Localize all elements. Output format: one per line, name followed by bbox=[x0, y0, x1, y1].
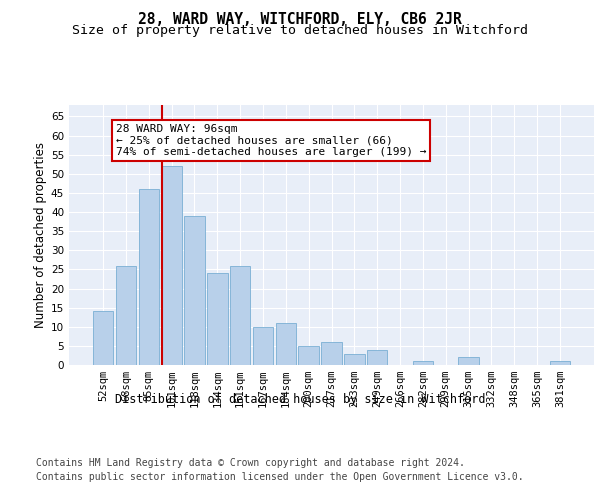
Text: Contains public sector information licensed under the Open Government Licence v3: Contains public sector information licen… bbox=[36, 472, 524, 482]
Bar bbox=[93, 312, 113, 365]
Bar bbox=[413, 361, 433, 365]
Bar bbox=[161, 166, 182, 365]
Bar bbox=[550, 361, 570, 365]
Text: Distribution of detached houses by size in Witchford: Distribution of detached houses by size … bbox=[115, 392, 485, 406]
Y-axis label: Number of detached properties: Number of detached properties bbox=[34, 142, 47, 328]
Bar bbox=[298, 346, 319, 365]
Text: 28 WARD WAY: 96sqm
← 25% of detached houses are smaller (66)
74% of semi-detache: 28 WARD WAY: 96sqm ← 25% of detached hou… bbox=[116, 124, 426, 158]
Bar bbox=[207, 273, 227, 365]
Bar bbox=[230, 266, 250, 365]
Bar bbox=[253, 327, 273, 365]
Bar bbox=[367, 350, 388, 365]
Bar bbox=[116, 266, 136, 365]
Bar bbox=[321, 342, 342, 365]
Text: 28, WARD WAY, WITCHFORD, ELY, CB6 2JR: 28, WARD WAY, WITCHFORD, ELY, CB6 2JR bbox=[138, 12, 462, 28]
Bar bbox=[344, 354, 365, 365]
Bar bbox=[184, 216, 205, 365]
Bar bbox=[139, 189, 159, 365]
Text: Size of property relative to detached houses in Witchford: Size of property relative to detached ho… bbox=[72, 24, 528, 37]
Bar bbox=[458, 358, 479, 365]
Bar bbox=[275, 323, 296, 365]
Text: Contains HM Land Registry data © Crown copyright and database right 2024.: Contains HM Land Registry data © Crown c… bbox=[36, 458, 465, 468]
